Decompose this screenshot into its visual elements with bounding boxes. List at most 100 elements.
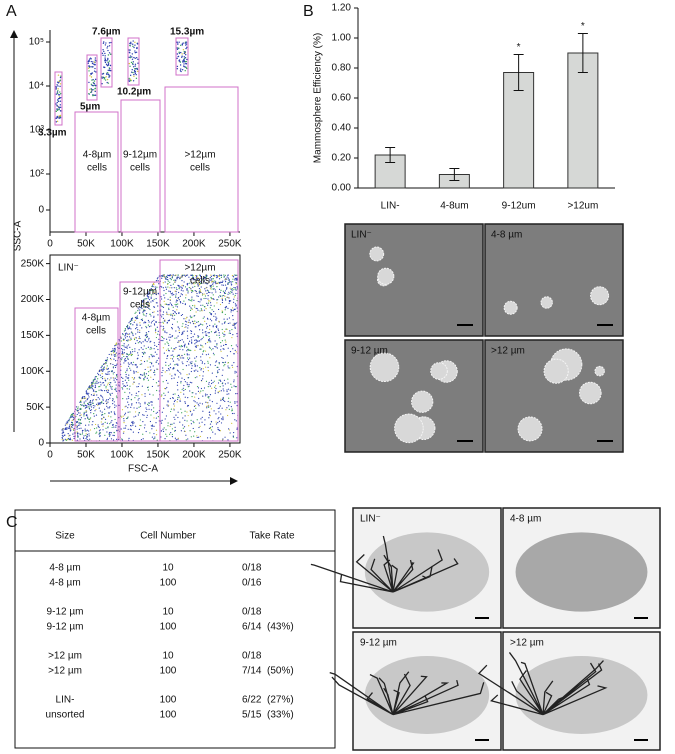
scatter-texture	[135, 312, 136, 313]
scatter-texture	[205, 290, 206, 291]
scatter-texture	[236, 305, 237, 306]
scatter-texture	[130, 370, 131, 371]
scatter-texture	[225, 341, 226, 342]
scatter-texture	[180, 71, 181, 72]
scatter-texture	[195, 405, 196, 406]
scatter-texture	[129, 340, 130, 341]
scatter-texture	[221, 277, 222, 278]
scatter-texture	[81, 404, 82, 405]
scatter-texture	[140, 374, 141, 375]
scatter-texture	[113, 439, 114, 440]
scatter-texture	[228, 389, 229, 390]
scatter-texture	[170, 363, 171, 364]
scatter-texture	[177, 66, 178, 67]
scatter-texture	[225, 307, 226, 308]
scatter-texture	[172, 324, 173, 325]
gland	[516, 656, 648, 734]
scatter-texture	[146, 431, 147, 432]
scatter-texture	[134, 351, 135, 352]
scatter-texture	[149, 394, 150, 395]
scatter-texture	[103, 400, 104, 401]
scatter-texture	[222, 382, 223, 383]
scatter-texture	[95, 85, 96, 86]
scatter-texture	[73, 419, 74, 420]
scatter-texture	[100, 375, 101, 376]
scatter-texture	[86, 410, 87, 411]
scatter-texture	[138, 383, 139, 384]
table-header: Take Rate	[249, 531, 294, 542]
scatter-texture	[90, 402, 91, 403]
scatter-texture	[177, 356, 178, 357]
scatter-texture	[183, 59, 184, 60]
scatter-texture	[194, 323, 195, 324]
scatter-texture	[228, 405, 229, 406]
scatter-texture	[55, 88, 56, 89]
scatter-texture	[112, 370, 113, 371]
scatter-texture	[231, 289, 232, 290]
scatter-texture	[187, 438, 188, 439]
scatter-texture	[115, 388, 116, 389]
scatter-texture	[107, 72, 108, 73]
scatter-texture	[144, 393, 145, 394]
scatter-texture	[168, 368, 169, 369]
scatter-texture	[178, 340, 179, 341]
scatter-texture	[136, 337, 137, 338]
scatter-texture	[133, 422, 134, 423]
scatter-texture	[179, 278, 180, 279]
scatter-texture	[205, 394, 206, 395]
scatter-texture	[177, 68, 178, 69]
scatter-texture	[173, 367, 174, 368]
scatter-texture	[139, 312, 140, 313]
scatter-texture	[145, 335, 146, 336]
scatter-texture	[169, 339, 170, 340]
scatter-texture	[227, 319, 228, 320]
scatter-texture	[88, 68, 89, 69]
scatter-texture	[208, 290, 209, 291]
scatter-texture	[177, 306, 178, 307]
scatter-texture	[107, 439, 108, 440]
scatter-texture	[80, 404, 81, 405]
scatter-texture	[123, 416, 124, 417]
scatter-texture	[130, 351, 131, 352]
scatter-texture	[211, 292, 212, 293]
scatter-texture	[88, 70, 89, 71]
scatter-texture	[176, 313, 177, 314]
scatter-texture	[199, 325, 200, 326]
scatter-texture	[107, 46, 108, 47]
scatter-texture	[204, 419, 205, 420]
scatter-texture	[228, 393, 229, 394]
scatter-texture	[185, 48, 186, 49]
scatter-texture	[220, 342, 221, 343]
scatter-texture	[60, 101, 61, 102]
scatter-texture	[109, 384, 110, 385]
scatter-texture	[107, 79, 108, 80]
scatter-texture	[165, 395, 166, 396]
scatter-texture	[116, 376, 117, 377]
scatter-texture	[167, 342, 168, 343]
scatter-texture	[165, 388, 166, 389]
scatter-texture	[177, 53, 178, 54]
scatter-texture	[77, 432, 78, 433]
sphere	[580, 382, 602, 404]
scatter-texture	[116, 423, 117, 424]
scatter-texture	[186, 420, 187, 421]
scatter-texture	[109, 42, 110, 43]
scatter-texture	[167, 401, 168, 402]
scatter-texture	[108, 54, 109, 55]
scatter-texture	[220, 386, 221, 387]
scatter-texture	[192, 291, 193, 292]
scatter-texture	[220, 413, 221, 414]
scatter-texture	[118, 426, 119, 427]
scatter-texture	[99, 435, 100, 436]
scatter-texture	[191, 337, 192, 338]
scatter-texture	[184, 354, 185, 355]
scatter-texture	[154, 348, 155, 349]
scatter-texture	[166, 404, 167, 405]
scatter-texture	[104, 67, 105, 68]
scatter-texture	[87, 434, 88, 435]
scatter-texture	[135, 320, 136, 321]
scatter-texture	[178, 297, 179, 298]
scatter-texture	[236, 279, 237, 280]
scatter-texture	[70, 430, 71, 431]
scatter-texture	[231, 387, 232, 388]
